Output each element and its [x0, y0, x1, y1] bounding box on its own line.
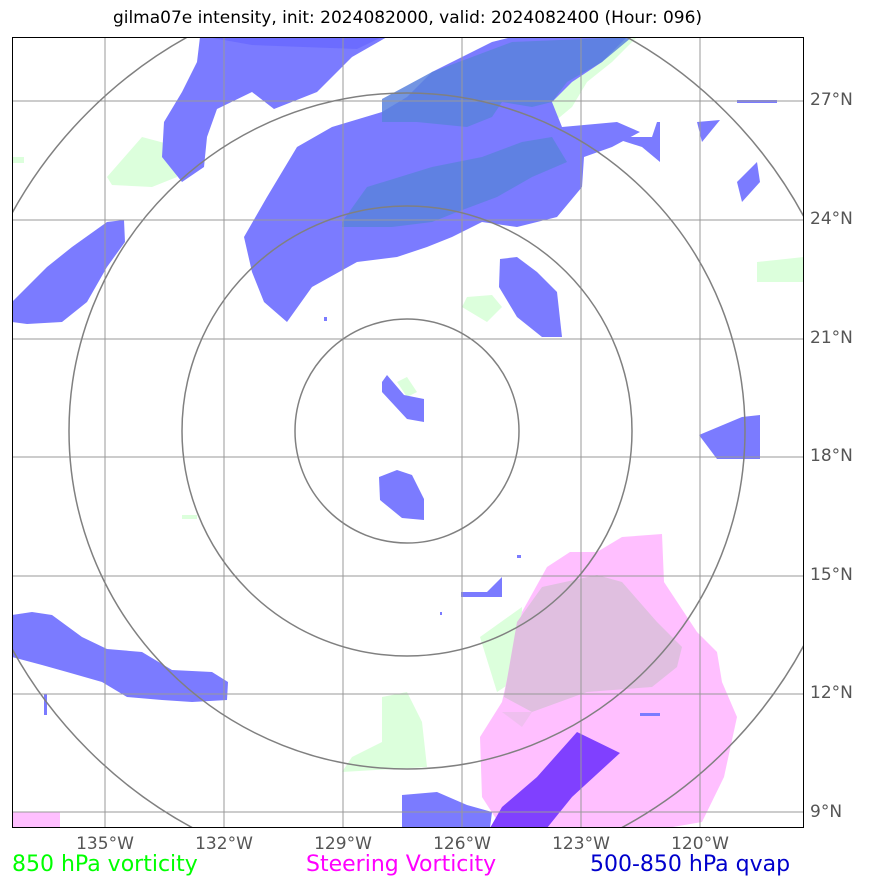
lon-label: 132°W	[195, 834, 253, 854]
map-frame	[12, 37, 804, 828]
qvap-steering-overlap	[490, 732, 620, 828]
lat-label: 9°N	[810, 802, 843, 822]
lon-label: 135°W	[76, 834, 134, 854]
lon-label: 120°W	[671, 834, 729, 854]
map-title: gilma07e intensity, init: 2024082000, va…	[112, 8, 703, 28]
lat-label: 24°N	[810, 209, 853, 229]
legend-850-vorticity: 850 hPa vorticity	[12, 852, 198, 877]
range-rings	[12, 37, 804, 828]
lon-label: 126°W	[433, 834, 491, 854]
legend-qvap: 500-850 hPa qvap	[590, 852, 791, 877]
lon-label: 123°W	[552, 834, 610, 854]
lat-label: 21°N	[810, 328, 853, 348]
range-ring	[181, 205, 633, 657]
lat-label: 15°N	[810, 565, 853, 585]
lat-label: 12°N	[810, 683, 853, 703]
lat-lon-grid	[12, 37, 804, 828]
lat-label: 18°N	[810, 446, 853, 466]
range-ring	[294, 318, 520, 544]
map-canvas	[12, 37, 804, 828]
range-ring	[68, 92, 746, 770]
lat-label: 27°N	[810, 90, 853, 110]
lon-label: 129°W	[314, 834, 372, 854]
legend-steering-vorticity: Steering Vorticity	[306, 852, 497, 877]
